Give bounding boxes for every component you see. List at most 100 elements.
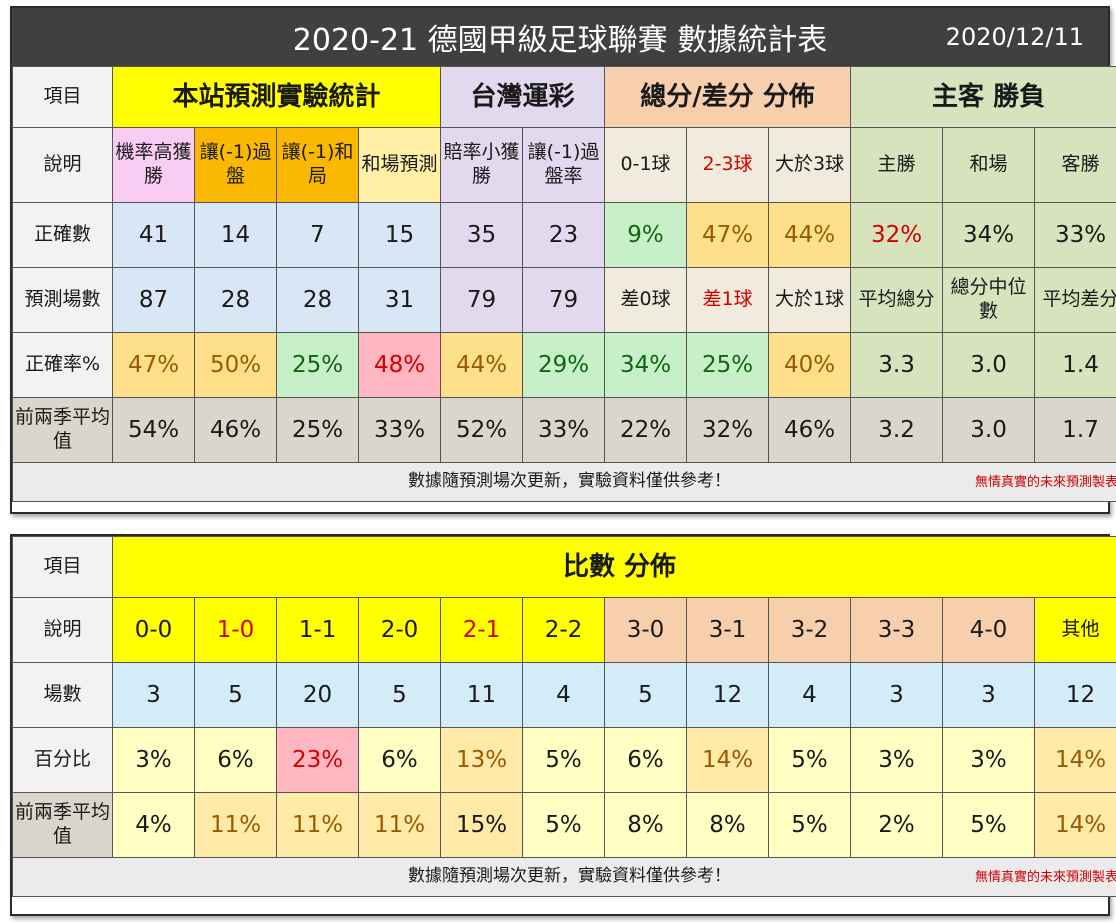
table-cell: 5% — [522, 727, 605, 793]
table-cell: 2-2 — [522, 597, 605, 663]
table-cell: 差0球 — [604, 267, 688, 333]
table-cell: 28 — [194, 267, 277, 333]
title-bar: 2020-21 德國甲級足球聯賽 數據統計表 2020/12/11 — [12, 8, 1108, 66]
table-cell: 2-3球 — [686, 127, 770, 203]
row-label: 百分比 — [12, 727, 113, 793]
table-cell: 3.0 — [942, 332, 1036, 398]
table-cell: 44% — [440, 332, 524, 398]
table-cell: 8% — [604, 792, 687, 858]
stats-panel: 2020-21 德國甲級足球聯賽 數據統計表 2020/12/11 項目 本站預… — [10, 6, 1116, 514]
table-cell: 50% — [194, 332, 277, 398]
previous-seasons-row: 前兩季平均值 54% 46% 25% 33% 52% 33% 22% 32% 4… — [12, 397, 1116, 463]
table-cell: 35 — [440, 202, 524, 268]
previous-seasons-row: 前兩季平均值 4% 11% 11% 11% 15% 5% 8% 8% 5% 2%… — [12, 792, 1116, 858]
percent-row: 百分比 3% 6% 23% 6% 13% 5% 6% 14% 5% 3% 3% … — [12, 727, 1116, 793]
footer: 數據隨預測場次更新，實驗資料僅供參考！ 無情真實的未來預測製表 — [11, 857, 1116, 897]
distribution-header: 總分/差分 分佈 — [604, 66, 852, 128]
table-cell: 8% — [686, 792, 769, 858]
table-cell: 54% — [112, 397, 195, 463]
table-cell: 23 — [522, 202, 606, 268]
table-cell: 3 — [850, 662, 943, 728]
counts-row: 場數 3 5 20 5 11 4 5 12 4 3 3 12 — [12, 662, 1116, 728]
table-cell: 2-0 — [358, 597, 441, 663]
table-cell: 33% — [522, 397, 606, 463]
table-cell: 2% — [850, 792, 943, 858]
table-cell: 9% — [604, 202, 688, 268]
table-cell: 1-0 — [194, 597, 277, 663]
table-cell: 3-0 — [604, 597, 687, 663]
table-cell: 25% — [686, 332, 770, 398]
table-cell: 41 — [112, 202, 195, 268]
table-cell: 29% — [522, 332, 606, 398]
table-cell: 12 — [686, 662, 769, 728]
table-cell: 平均差分 — [1034, 267, 1116, 333]
table-cell: 87 — [112, 267, 195, 333]
table-cell: 33% — [357, 397, 442, 463]
table-cell: 14% — [1033, 727, 1116, 793]
footer-note: 無情真實的未來預測製表 — [975, 475, 1116, 490]
table-cell: 15% — [440, 792, 523, 858]
table-cell: 3.2 — [850, 397, 944, 463]
table-cell: 32% — [850, 202, 944, 268]
stats-table: 項目 本站預測實驗統計 台灣運彩 總分/差分 分佈 主客 勝負 說明 機率高獲勝… — [11, 66, 1116, 502]
footer-note: 無情真實的未來預測製表 — [975, 870, 1116, 885]
table-cell: 4-0 — [942, 597, 1035, 663]
table-cell: 客勝 — [1034, 127, 1116, 203]
table-cell: 1.4 — [1034, 332, 1116, 398]
table-cell: 22% — [604, 397, 688, 463]
table-cell: 46% — [194, 397, 277, 463]
table-cell: 12 — [1033, 662, 1116, 728]
table-cell: 賠率小獲勝 — [440, 127, 524, 203]
table-cell: 5 — [194, 662, 277, 728]
table-cell: 31 — [357, 267, 442, 333]
table-cell: 28 — [276, 267, 359, 333]
table-cell: 14% — [686, 727, 769, 793]
table-cell: 11% — [358, 792, 441, 858]
table-cell: 大於1球 — [768, 267, 852, 333]
table-cell: 1.7 — [1034, 397, 1116, 463]
table-cell: 5 — [358, 662, 441, 728]
table-cell: 32% — [686, 397, 770, 463]
table-cell: 48% — [357, 332, 442, 398]
table-cell: 1-1 — [276, 597, 359, 663]
lottery-header: 台灣運彩 — [440, 66, 606, 128]
table-cell: 3 — [112, 662, 195, 728]
table-cell: 23% — [276, 727, 359, 793]
table-cell: 4% — [112, 792, 195, 858]
header-row: 項目 本站預測實驗統計 台灣運彩 總分/差分 分佈 主客 勝負 — [12, 66, 1116, 128]
table-cell: 4 — [522, 662, 605, 728]
table-cell: 2-1 — [440, 597, 523, 663]
correct-count-row: 正確數 41 14 7 15 35 23 9% 47% 44% 32% 34% … — [12, 202, 1116, 268]
table-cell: 11% — [276, 792, 359, 858]
site-stats-header: 本站預測實驗統計 — [111, 66, 442, 128]
table-cell: 40% — [768, 332, 852, 398]
table-cell: 11% — [194, 792, 277, 858]
table-cell: 5% — [522, 792, 605, 858]
table-cell: 其他 — [1033, 597, 1116, 663]
footer-row: 數據隨預測場次更新，實驗資料僅供參考！ 無情真實的未來預測製表 — [11, 857, 1116, 897]
table-cell: 79 — [440, 267, 524, 333]
table-cell: 47% — [686, 202, 770, 268]
table-cell: 3% — [850, 727, 943, 793]
table-cell: 0-0 — [112, 597, 195, 663]
table-cell: 5% — [768, 727, 851, 793]
table-cell: 33% — [1034, 202, 1116, 268]
footer: 數據隨預測場次更新，實驗資料僅供參考！ 無情真實的未來預測製表 — [11, 462, 1116, 502]
row-label: 前兩季平均值 — [12, 792, 113, 858]
table-cell: 主勝 — [850, 127, 944, 203]
table-cell: 讓(-1)過盤 — [194, 127, 277, 203]
page-title: 2020-21 德國甲級足球聯賽 數據統計表 — [292, 23, 828, 58]
table-cell: 47% — [112, 332, 195, 398]
row-label: 正確率% — [12, 332, 113, 398]
description-row: 說明 機率高獲勝 讓(-1)過盤 讓(-1)和局 和場預測 賠率小獲勝 讓(-1… — [12, 127, 1116, 203]
table-cell: 3 — [942, 662, 1035, 728]
score-header: 比數 分佈 — [111, 536, 1116, 598]
scores-row: 說明 0-0 1-0 1-1 2-0 2-1 2-2 3-0 3-1 3-2 3… — [12, 597, 1116, 663]
row-label: 說明 — [12, 127, 113, 203]
date-label: 2020/12/11 — [945, 23, 1084, 51]
table-cell: 和場 — [942, 127, 1036, 203]
games-row: 預測場數 87 28 28 31 79 79 差0球 差1球 大於1球 平均總分… — [12, 267, 1116, 333]
table-cell: 6% — [358, 727, 441, 793]
table-cell: 3% — [112, 727, 195, 793]
table-cell: 34% — [604, 332, 688, 398]
